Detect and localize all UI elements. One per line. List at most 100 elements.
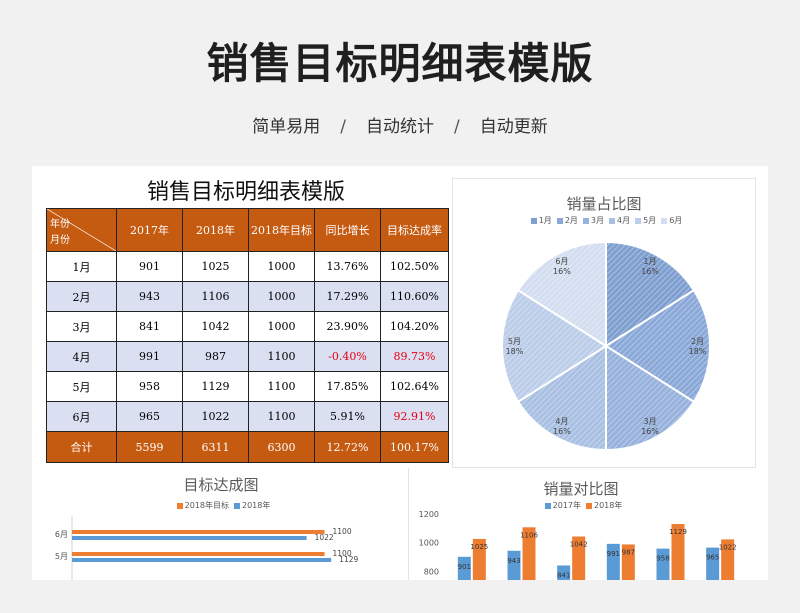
target-cell: 1100: [248, 341, 315, 372]
legend-swatch: [609, 217, 615, 224]
category-tick-label: 6月: [55, 530, 68, 539]
legend-swatch: [635, 217, 642, 224]
feature-tag: 简单易用: [252, 117, 321, 137]
sales-2018-cell: 1129: [182, 371, 249, 402]
column-header: 目标达成率: [380, 208, 449, 252]
bar-value-label: 991: [607, 550, 620, 558]
table-row: 3月 841 1042 1000 23.90% 104.20%: [46, 311, 449, 342]
pie-value-label: 16%: [553, 427, 571, 436]
column-header: 2017年: [116, 208, 183, 252]
y-tick-label: 1200: [419, 510, 439, 519]
growth-cell: 17.29%: [314, 281, 381, 312]
total-2018-cell: 6311: [182, 431, 249, 463]
growth-cell: 17.85%: [314, 371, 381, 402]
bar-value-label: 1100: [333, 549, 352, 558]
feature-tag: 自动统计: [366, 117, 434, 137]
compare-chart-title: 销量对比图: [543, 480, 619, 498]
tag-separator: /: [454, 117, 460, 137]
sales-2018-cell: 1106: [182, 281, 249, 312]
legend-swatch: [556, 217, 563, 224]
total-target-cell: 6300: [248, 431, 315, 463]
table-title: 销售目标明细表模版: [146, 180, 345, 205]
page-title: 销售目标明细表模版: [206, 39, 594, 88]
bar: [472, 538, 486, 580]
tag-separator: /: [340, 117, 346, 137]
legend-label: 2018年: [594, 501, 623, 510]
pie-slice: [516, 240, 607, 348]
bar: [606, 543, 620, 580]
legend-swatch: [234, 502, 240, 509]
target-cell: 1000: [248, 311, 315, 342]
pie-category-label: 2月: [691, 337, 704, 346]
bar: [457, 556, 471, 580]
column-header: 同比增长: [314, 208, 381, 252]
target-chart-legend: 2018年目标 2018年: [36, 500, 406, 511]
legend-label: 2018年: [242, 501, 271, 510]
bar-value-label: 987: [622, 548, 635, 556]
month-cell: 3月: [46, 311, 117, 342]
pie-category-label: 3月: [644, 417, 657, 426]
month-cell: 2月: [46, 281, 117, 312]
sales-2017-cell: 965: [116, 401, 183, 432]
sales-2017-cell: 841: [116, 311, 183, 342]
pie-slice: [516, 344, 607, 452]
sales-2018-cell: 1042: [182, 311, 249, 342]
column-header: 2018年目标: [248, 208, 315, 252]
table-row: 6月 965 1022 1100 5.91% 92.91%: [46, 401, 449, 432]
legend-label: 2月: [564, 216, 578, 225]
corner-header-cell: 年份 月份: [46, 208, 117, 252]
sales-2017-cell: 958: [116, 371, 183, 402]
growth-cell: 5.91%: [314, 401, 381, 432]
pie-chart-panel: 销量占比图 1月 2月 3月 4月 5月 6月 1月 16% 2月 18% 3月 16% 4月 16% 5…: [452, 178, 756, 468]
category-tick-label: 5月: [55, 552, 68, 561]
month-cell: 1月: [46, 251, 117, 282]
total-rate-cell: 100.17%: [380, 431, 449, 463]
bar: [656, 548, 670, 580]
pie-category-label: 6月: [555, 257, 568, 266]
pie-category-label: 4月: [555, 417, 568, 426]
pie-slice: [605, 344, 696, 452]
feature-tag: 自动更新: [479, 117, 548, 137]
legend-label: 3月: [590, 216, 604, 225]
month-cell: 4月: [46, 341, 117, 372]
target-chart-title: 目标达成图: [183, 476, 259, 494]
legend-swatch: [530, 217, 537, 224]
sales-2017-cell: 901: [116, 251, 183, 282]
bar: [706, 547, 720, 580]
month-cell: 6月: [46, 401, 117, 432]
target-cell: 1100: [248, 401, 315, 432]
bar-value-label: 1022: [719, 543, 737, 551]
target-cell: 1000: [248, 251, 315, 282]
legend-label: 5月: [643, 216, 657, 225]
bar: [72, 530, 325, 534]
feature-tags: 简单易用 / 自动统计 / 自动更新: [0, 112, 800, 137]
legend-label: 4月: [617, 216, 631, 225]
bar: [671, 523, 685, 580]
corner-month-label: 月份: [50, 235, 70, 246]
bar-value-label: 1042: [570, 541, 588, 549]
bar-value-label: 1025: [470, 543, 488, 551]
table-row: 5月 958 1129 1100 17.85% 102.64%: [46, 371, 449, 402]
pie-value-label: 18%: [689, 347, 707, 356]
bar-value-label: 958: [656, 555, 669, 563]
sales-table: 年份 月份 2017年 2018年 2018年目标 同比增长 目标达成率 1月 …: [46, 208, 449, 463]
bar-value-label: 965: [706, 554, 719, 562]
legend-label: 1月: [538, 216, 552, 225]
pie-value-label: 16%: [553, 267, 571, 276]
bar: [621, 544, 635, 580]
bar-value-label: 1129: [339, 555, 358, 564]
bar-value-label: 943: [507, 557, 520, 565]
table-row: 2月 943 1106 1000 17.29% 110.60%: [46, 281, 449, 312]
bar-value-label: 1129: [669, 528, 687, 536]
bar: [72, 536, 307, 540]
spreadsheet-preview: 销售目标明细表模版 年份 月份 2017年 2018年 2018年目标 同比增长…: [32, 166, 768, 580]
growth-cell: 23.90%: [314, 311, 381, 342]
pie-value-label: 16%: [641, 427, 659, 436]
total-label-cell: 合计: [46, 431, 117, 463]
target-cell: 1100: [248, 371, 315, 402]
compare-bar-chart: 1200 1000 800 901 1025 943 1106 841 1042 991 987 95…: [419, 510, 737, 580]
sales-2017-cell: 943: [116, 281, 183, 312]
bar: [507, 550, 521, 580]
